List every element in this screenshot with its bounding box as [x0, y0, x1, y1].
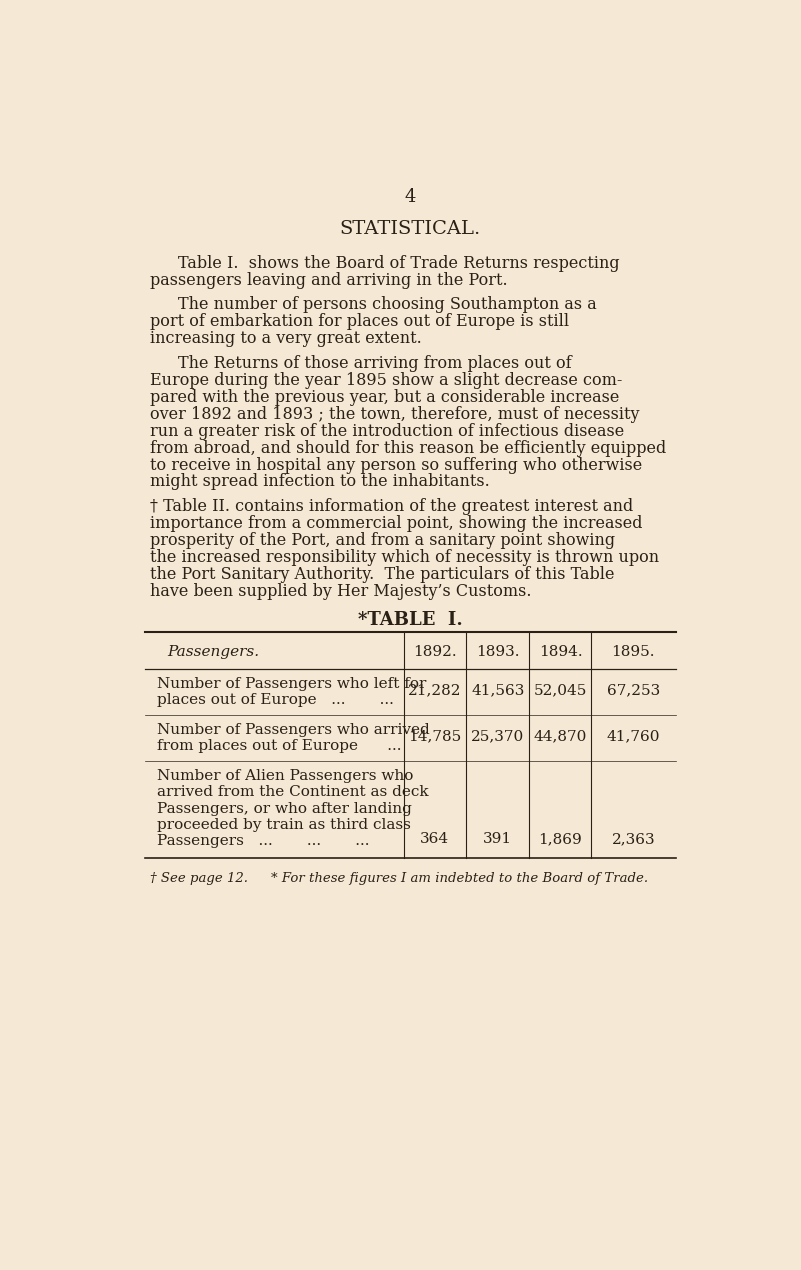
Text: from places out of Europe      ...: from places out of Europe ... — [157, 739, 401, 753]
Text: 1893.: 1893. — [476, 645, 520, 659]
Text: 1894.: 1894. — [538, 645, 582, 659]
Text: † Table II. contains information of the greatest interest and: † Table II. contains information of the … — [151, 498, 634, 516]
Text: 2,363: 2,363 — [611, 832, 655, 846]
Text: Passengers.: Passengers. — [167, 645, 260, 659]
Text: prosperity of the Port, and from a sanitary point showing: prosperity of the Port, and from a sanit… — [151, 532, 616, 549]
Text: STATISTICAL.: STATISTICAL. — [340, 221, 481, 239]
Text: 14,785: 14,785 — [409, 729, 461, 743]
Text: increasing to a very great extent.: increasing to a very great extent. — [151, 330, 422, 347]
Text: 52,045: 52,045 — [533, 683, 587, 697]
Text: 1,869: 1,869 — [538, 832, 582, 846]
Text: to receive in hospital any person so suffering who otherwise: to receive in hospital any person so suf… — [151, 456, 642, 474]
Text: importance from a commercial point, showing the increased: importance from a commercial point, show… — [151, 516, 643, 532]
Text: 1895.: 1895. — [612, 645, 655, 659]
Text: Europe during the year 1895 show a slight decrease com-: Europe during the year 1895 show a sligh… — [151, 372, 623, 389]
Text: Passengers, or who after landing: Passengers, or who after landing — [157, 801, 412, 815]
Text: Number of Passengers who left for: Number of Passengers who left for — [157, 677, 426, 691]
Text: 41,563: 41,563 — [471, 683, 525, 697]
Text: the increased responsibility which of necessity is thrown upon: the increased responsibility which of ne… — [151, 549, 660, 566]
Text: 41,760: 41,760 — [606, 729, 660, 743]
Text: passengers leaving and arriving in the Port.: passengers leaving and arriving in the P… — [151, 272, 508, 288]
Text: 25,370: 25,370 — [471, 729, 525, 743]
Text: 21,282: 21,282 — [409, 683, 461, 697]
Text: the Port Sanitary Authority.  The particulars of this Table: the Port Sanitary Authority. The particu… — [151, 566, 615, 583]
Text: 364: 364 — [421, 832, 449, 846]
Text: might spread infection to the inhabitants.: might spread infection to the inhabitant… — [151, 474, 490, 490]
Text: places out of Europe   ...       ...: places out of Europe ... ... — [157, 693, 393, 707]
Text: 67,253: 67,253 — [606, 683, 660, 697]
Text: run a greater risk of the introduction of infectious disease: run a greater risk of the introduction o… — [151, 423, 625, 439]
Text: 1892.: 1892. — [413, 645, 457, 659]
Text: * For these figures I am indebted to the Board of Trade.: * For these figures I am indebted to the… — [271, 871, 648, 885]
Text: pared with the previous year, but a considerable increase: pared with the previous year, but a cons… — [151, 389, 620, 406]
Text: 4: 4 — [405, 188, 416, 206]
Text: Table I.  shows the Board of Trade Returns respecting: Table I. shows the Board of Trade Return… — [178, 255, 619, 272]
Text: 44,870: 44,870 — [533, 729, 587, 743]
Text: Number of Passengers who arrived: Number of Passengers who arrived — [157, 723, 429, 737]
Text: from abroad, and should for this reason be efficiently equipped: from abroad, and should for this reason … — [151, 439, 666, 457]
Text: arrived from the Continent as deck: arrived from the Continent as deck — [157, 785, 429, 799]
Text: port of embarkation for places out of Europe is still: port of embarkation for places out of Eu… — [151, 314, 570, 330]
Text: proceeded by train as third class: proceeded by train as third class — [157, 818, 411, 832]
Text: have been supplied by Her Majesty’s Customs.: have been supplied by Her Majesty’s Cust… — [151, 583, 532, 599]
Text: 391: 391 — [483, 832, 513, 846]
Text: over 1892 and 1893 ; the town, therefore, must of necessity: over 1892 and 1893 ; the town, therefore… — [151, 405, 640, 423]
Text: The Returns of those arriving from places out of: The Returns of those arriving from place… — [178, 354, 571, 372]
Text: Passengers   ...       ...       ...: Passengers ... ... ... — [157, 834, 369, 848]
Text: *TABLE  I.: *TABLE I. — [358, 611, 462, 629]
Text: † See page 12.: † See page 12. — [151, 871, 248, 885]
Text: Number of Alien Passengers who: Number of Alien Passengers who — [157, 770, 413, 784]
Text: The number of persons choosing Southampton as a: The number of persons choosing Southampt… — [178, 296, 597, 314]
